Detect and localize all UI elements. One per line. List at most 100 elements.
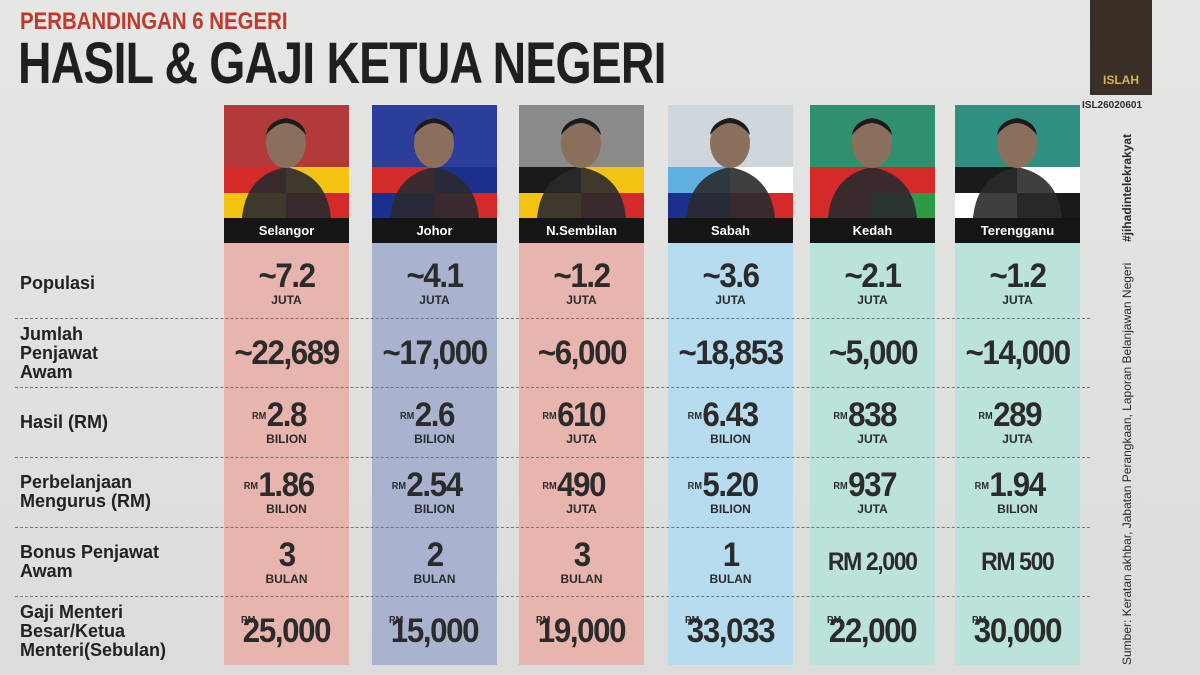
- separator: [15, 318, 1090, 319]
- unit: JUTA: [566, 502, 597, 516]
- cell: ~2.1 JUTA: [810, 248, 935, 318]
- value: RM 2.8: [252, 396, 308, 434]
- value: RM 2,000: [828, 545, 918, 579]
- portrait: [224, 118, 349, 218]
- unit: JUTA: [857, 432, 888, 446]
- unit: JUTA: [857, 293, 888, 307]
- cell: ~22,689: [224, 318, 349, 388]
- column: Selangor: [224, 105, 349, 665]
- unit: BILION: [710, 432, 751, 446]
- unit: BILION: [414, 432, 455, 446]
- unit: BILION: [266, 502, 307, 516]
- portrait: [955, 118, 1080, 218]
- value-text: 22,000: [828, 612, 918, 650]
- state-name: Johor: [372, 218, 497, 243]
- value-text: 25,000: [242, 612, 332, 650]
- value: ~6,000: [537, 334, 627, 372]
- cell: ~1.2 JUTA: [955, 248, 1080, 318]
- value-text: 610: [557, 396, 606, 434]
- hashtag: #jihadintelekrakyat: [1120, 133, 1134, 243]
- photo: [519, 105, 644, 218]
- cell: 3 BULAN: [519, 527, 644, 597]
- value-text: 15,000: [390, 612, 480, 650]
- value: ~17,000: [382, 334, 488, 372]
- portrait: [668, 118, 793, 218]
- value: RM 490: [543, 466, 607, 504]
- prefix: RM: [978, 411, 994, 422]
- state-name: Kedah: [810, 218, 935, 243]
- portrait: [372, 118, 497, 218]
- row-label-line: Bonus Penjawat: [20, 542, 160, 562]
- prefix: RM: [400, 411, 415, 422]
- value-text: 2.54: [406, 466, 464, 504]
- code: ISL26020601: [1082, 100, 1143, 111]
- cell: RM 2.54 BILION: [372, 457, 497, 527]
- value: RM 19,000: [536, 614, 627, 648]
- cell: ~14,000: [955, 318, 1080, 388]
- value: ~1.2: [553, 257, 611, 295]
- row-label: Gaji Menteri Besar/Ketua Menteri(Sebulan): [20, 596, 215, 666]
- unit: BILION: [414, 502, 455, 516]
- prefix: RM: [684, 615, 700, 626]
- unit: JUTA: [857, 502, 888, 516]
- unit: JUTA: [271, 293, 302, 307]
- cell: RM 15,000: [372, 596, 497, 666]
- value-text: 490: [557, 466, 606, 504]
- unit: JUTA: [715, 293, 746, 307]
- cell: RM 2.6 BILION: [372, 387, 497, 457]
- portrait: [810, 118, 935, 218]
- cell: RM 6.43 BILION: [668, 387, 793, 457]
- value-text: 6.43: [702, 396, 760, 434]
- prefix: RM: [240, 615, 256, 626]
- value-text: ~2.1: [844, 257, 902, 295]
- value-text: 33,033: [686, 612, 776, 650]
- prefix: RM: [252, 411, 267, 422]
- photo: [810, 105, 935, 218]
- value: ~22,689: [234, 336, 340, 370]
- separator: [15, 457, 1090, 458]
- value: RM 2.54: [392, 466, 464, 504]
- value-text: ~17,000: [382, 334, 488, 372]
- value-text: 1: [722, 536, 739, 574]
- row-label-line: Mengurus (RM): [20, 491, 151, 511]
- sidebar: Sumber: Keratan akhbar, Jabatan Perangka…: [1120, 134, 1134, 665]
- cell: RM 1.86 BILION: [224, 457, 349, 527]
- cell: RM 490 JUTA: [519, 457, 644, 527]
- separator: [15, 527, 1090, 528]
- value-text: 3: [278, 536, 295, 574]
- prefix: RM: [975, 481, 990, 492]
- unit: BULAN: [413, 572, 456, 586]
- value: RM 30,000: [972, 614, 1063, 648]
- value-text: ~6,000: [537, 334, 627, 372]
- value-text: 1.94: [989, 466, 1047, 504]
- cell: 3 BULAN: [224, 527, 349, 597]
- value: RM 33,033: [685, 612, 776, 650]
- value: ~14,000: [965, 336, 1071, 370]
- value-text: 2.6: [414, 396, 456, 434]
- value: RM 500: [981, 545, 1055, 579]
- value-text: 289: [993, 396, 1042, 434]
- prefix: RM: [971, 615, 987, 626]
- unit: BULAN: [560, 572, 603, 586]
- value: RM 1.94: [975, 466, 1047, 504]
- cell: RM 1.94 BILION: [955, 457, 1080, 527]
- photo: [955, 105, 1080, 218]
- prefix: RM: [833, 411, 849, 422]
- unit: JUTA: [419, 293, 450, 307]
- value: ~5,000: [828, 334, 918, 372]
- value-text: 1.86: [258, 466, 316, 504]
- value-text: ~3.6: [702, 257, 760, 295]
- value-text: ~1.2: [553, 257, 611, 295]
- cell: 1 BULAN: [668, 527, 793, 597]
- source: Sumber: Keratan akhbar, Jabatan Perangka…: [1120, 262, 1134, 665]
- row-label-line: Penjawat: [20, 342, 99, 363]
- unit: BULAN: [709, 572, 752, 586]
- column: Sabah: [668, 105, 793, 665]
- cell: ~7.2 JUTA: [224, 248, 349, 318]
- value: RM 2.6: [400, 396, 456, 434]
- row-label-line: Populasi: [20, 272, 96, 293]
- cell: RM 25,000: [224, 596, 349, 666]
- value-text: 3: [573, 536, 590, 574]
- value-text: 2.8: [266, 396, 308, 434]
- value-text: ~5,000: [828, 334, 918, 372]
